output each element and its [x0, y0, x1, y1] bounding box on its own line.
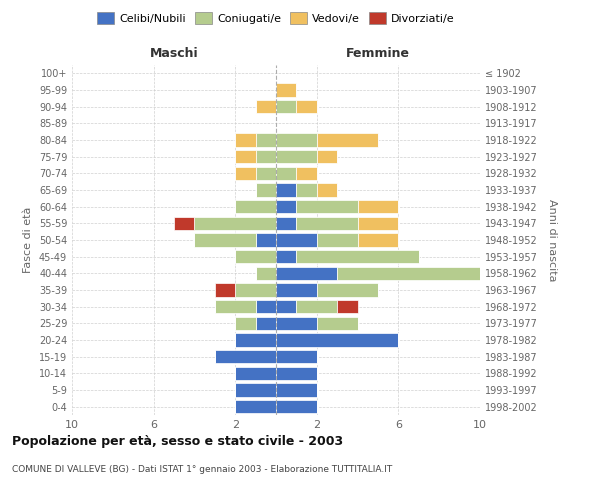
- Bar: [215, 300, 256, 314]
- Bar: [256, 316, 276, 330]
- Bar: [276, 250, 296, 264]
- Bar: [256, 150, 276, 164]
- Bar: [358, 216, 398, 230]
- Bar: [317, 284, 378, 296]
- Bar: [215, 284, 235, 296]
- Bar: [235, 166, 256, 180]
- Bar: [235, 284, 276, 296]
- Bar: [317, 316, 358, 330]
- Bar: [276, 234, 317, 246]
- Bar: [296, 216, 358, 230]
- Bar: [317, 234, 358, 246]
- Bar: [194, 216, 276, 230]
- Bar: [174, 216, 194, 230]
- Bar: [276, 166, 296, 180]
- Bar: [235, 384, 276, 396]
- Bar: [276, 200, 296, 213]
- Bar: [337, 266, 480, 280]
- Bar: [235, 250, 276, 264]
- Bar: [276, 384, 317, 396]
- Bar: [358, 200, 398, 213]
- Bar: [256, 184, 276, 196]
- Bar: [276, 100, 296, 114]
- Bar: [337, 300, 358, 314]
- Bar: [276, 184, 296, 196]
- Y-axis label: Anni di nascita: Anni di nascita: [547, 198, 557, 281]
- Bar: [276, 84, 296, 96]
- Y-axis label: Fasce di età: Fasce di età: [23, 207, 33, 273]
- Bar: [256, 166, 276, 180]
- Bar: [256, 234, 276, 246]
- Bar: [256, 300, 276, 314]
- Bar: [276, 350, 317, 364]
- Bar: [235, 200, 276, 213]
- Bar: [296, 200, 358, 213]
- Bar: [358, 234, 398, 246]
- Bar: [276, 216, 296, 230]
- Bar: [296, 166, 317, 180]
- Bar: [256, 100, 276, 114]
- Bar: [317, 184, 337, 196]
- Bar: [296, 300, 337, 314]
- Bar: [317, 150, 337, 164]
- Bar: [276, 334, 398, 346]
- Bar: [276, 284, 317, 296]
- Bar: [276, 134, 317, 146]
- Text: Femmine: Femmine: [346, 47, 410, 60]
- Bar: [276, 400, 317, 413]
- Bar: [235, 366, 276, 380]
- Bar: [235, 134, 256, 146]
- Bar: [235, 316, 256, 330]
- Bar: [194, 234, 256, 246]
- Bar: [296, 184, 317, 196]
- Bar: [317, 134, 378, 146]
- Bar: [296, 100, 317, 114]
- Text: Popolazione per età, sesso e stato civile - 2003: Popolazione per età, sesso e stato civil…: [12, 435, 343, 448]
- Bar: [215, 350, 276, 364]
- Bar: [276, 300, 296, 314]
- Bar: [235, 150, 256, 164]
- Bar: [276, 316, 317, 330]
- Bar: [256, 266, 276, 280]
- Bar: [256, 134, 276, 146]
- Bar: [296, 250, 419, 264]
- Bar: [276, 266, 337, 280]
- Bar: [276, 366, 317, 380]
- Legend: Celibi/Nubili, Coniugati/e, Vedovi/e, Divorziati/e: Celibi/Nubili, Coniugati/e, Vedovi/e, Di…: [93, 8, 459, 28]
- Text: COMUNE DI VALLEVE (BG) - Dati ISTAT 1° gennaio 2003 - Elaborazione TUTTITALIA.IT: COMUNE DI VALLEVE (BG) - Dati ISTAT 1° g…: [12, 465, 392, 474]
- Bar: [235, 334, 276, 346]
- Text: Maschi: Maschi: [149, 47, 199, 60]
- Bar: [235, 400, 276, 413]
- Bar: [276, 150, 317, 164]
